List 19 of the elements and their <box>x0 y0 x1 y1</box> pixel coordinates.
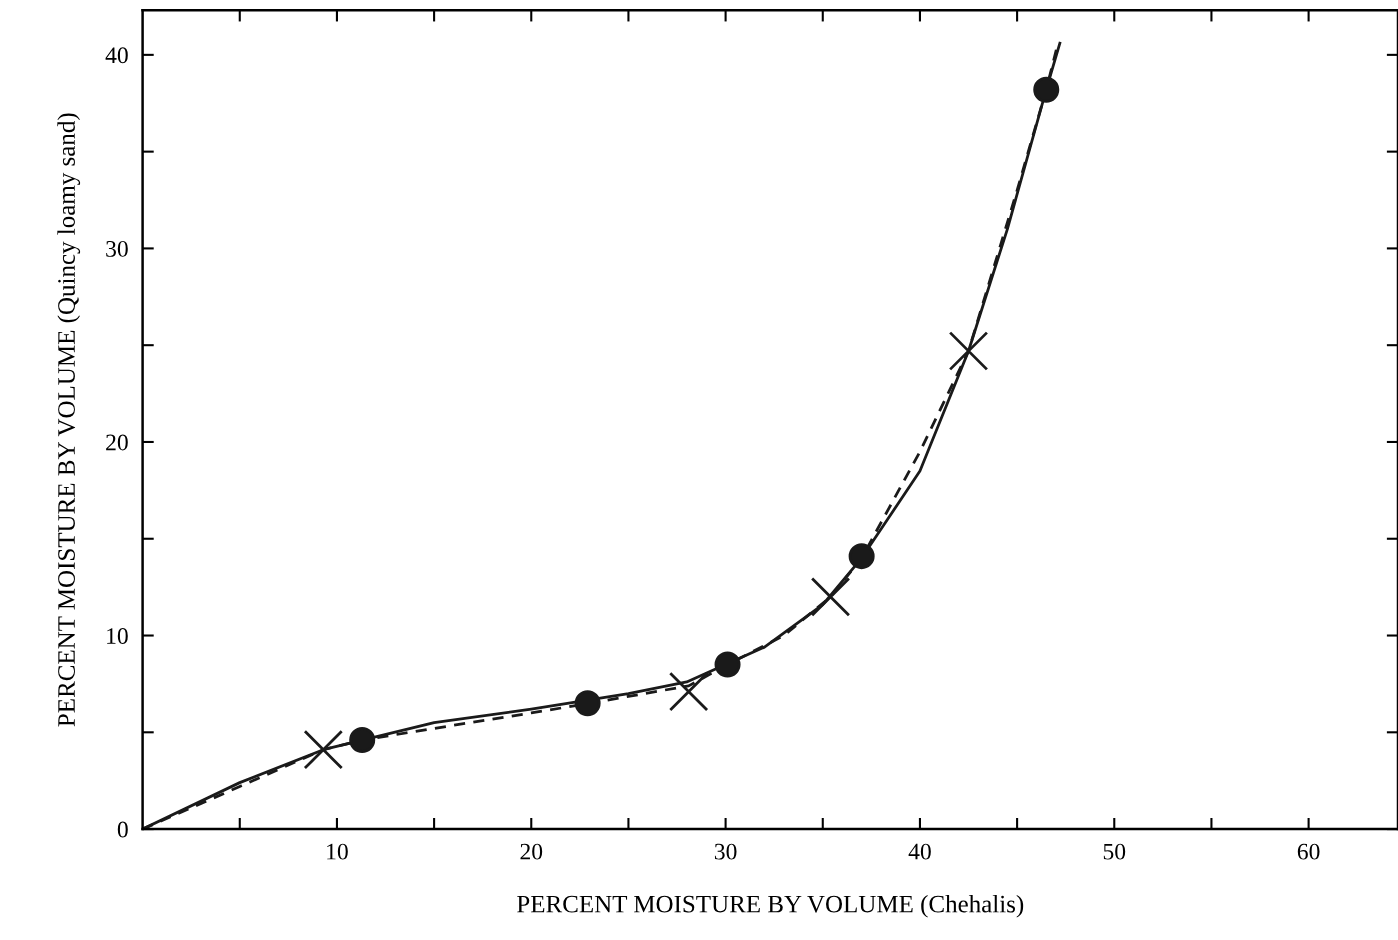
x-tick-label: 50 <box>1103 843 1126 860</box>
point <box>668 671 709 712</box>
point <box>349 727 376 754</box>
y-tick-label: 20 <box>106 434 128 451</box>
x-tick-label: 30 <box>714 843 737 860</box>
x-tick-label: 20 <box>520 843 543 860</box>
point <box>574 690 601 717</box>
y-axis-title: PERCENT MOISTURE BY VOLUME (Quincy loamy sand) <box>57 113 81 727</box>
y-tick-label: 30 <box>106 240 128 257</box>
x-tick-label: 40 <box>908 843 931 860</box>
x-axis-title: PERCENT MOISTURE BY VOLUME (Chehalis) <box>517 894 1024 918</box>
y-tick-label: 0 <box>117 821 128 838</box>
y-tick-label: 40 <box>105 47 128 64</box>
x-tick-label: 60 <box>1297 843 1320 860</box>
point <box>848 543 875 570</box>
point <box>714 651 741 678</box>
point <box>1033 76 1060 103</box>
y-tick-label: 10 <box>107 628 128 644</box>
x-tick-label: 10 <box>327 843 348 860</box>
